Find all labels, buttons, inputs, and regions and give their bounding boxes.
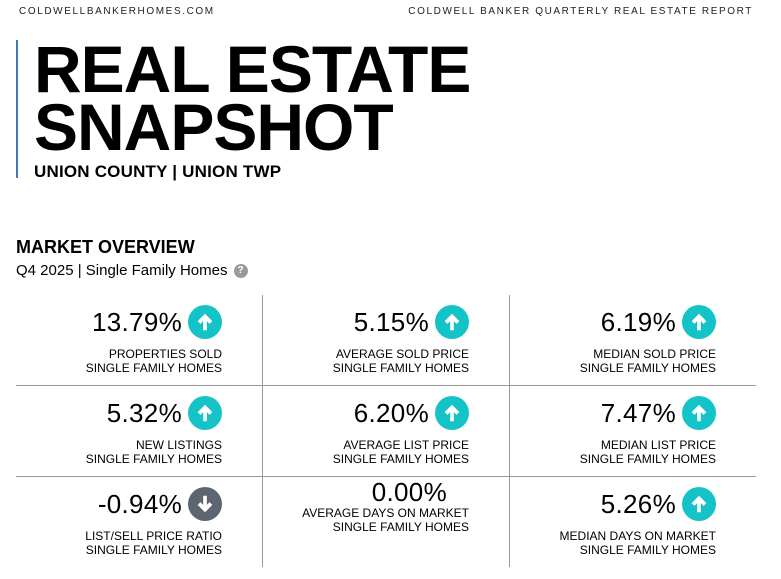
period-subheading: Q4 2025 | Single Family Homes ? bbox=[16, 262, 248, 279]
metric-labels: PROPERTIES SOLD SINGLE FAMILY HOMES bbox=[86, 347, 222, 375]
page-title-line-2: SNAPSHOT bbox=[34, 90, 394, 164]
grid-divider bbox=[16, 385, 756, 386]
metric-label: PROPERTIES SOLD bbox=[108, 347, 222, 361]
metric-label: AVERAGE SOLD PRICE bbox=[335, 347, 469, 361]
metric-value-row: 5.32% bbox=[107, 396, 222, 430]
metric-labels: MEDIAN DAYS ON MARKET SINGLE FAMILY HOMES bbox=[560, 529, 716, 557]
grid-divider bbox=[16, 476, 756, 477]
arrow-up-icon bbox=[435, 396, 469, 430]
metric-sublabel: SINGLE FAMILY HOMES bbox=[332, 520, 469, 534]
metric-sublabel: SINGLE FAMILY HOMES bbox=[332, 452, 469, 466]
metric-sublabel: SINGLE FAMILY HOMES bbox=[85, 452, 222, 466]
metric-label: MEDIAN SOLD PRICE bbox=[593, 347, 716, 361]
metric-value-row: 5.15% bbox=[354, 305, 469, 339]
metric-label: LIST/SELL PRICE RATIO bbox=[85, 529, 222, 543]
arrow-up-icon bbox=[188, 305, 222, 339]
arrow-up-icon bbox=[682, 305, 716, 339]
arrow-up-icon bbox=[682, 396, 716, 430]
metric-label: MEDIAN DAYS ON MARKET bbox=[559, 529, 716, 543]
metric-value-row: 6.19% bbox=[601, 305, 716, 339]
grid-divider bbox=[509, 295, 510, 567]
title-block: REAL ESTATE SNAPSHOT UNION COUNTY | UNIO… bbox=[16, 32, 471, 181]
metric-labels: NEW LISTINGS SINGLE FAMILY HOMES bbox=[86, 438, 222, 466]
question-circle-icon[interactable]: ? bbox=[233, 263, 248, 278]
metric-card: 7.47% MEDIAN LIST PRICE SINGLE FAMILY HOME… bbox=[510, 386, 756, 476]
metric-sublabel: SINGLE FAMILY HOMES bbox=[85, 543, 222, 557]
metric-card: -0.94% LIST/SELL PRICE RATIO SINGLE FAMILY… bbox=[16, 477, 262, 567]
metric-value-row: 5.26% bbox=[601, 487, 716, 521]
metric-sublabel: SINGLE FAMILY HOMES bbox=[85, 361, 222, 375]
metric-card: 6.20% AVERAGE LIST PRICE SINGLE FAMILY HOM… bbox=[263, 386, 509, 476]
metric-sublabel: SINGLE FAMILY HOMES bbox=[332, 361, 469, 375]
metric-value: -0.94% bbox=[97, 489, 182, 519]
metrics-grid: 13.79% PROPERTIES SOLD SINGLE FAMILY HOMES… bbox=[16, 295, 756, 567]
metric-value-row: 7.47% bbox=[601, 396, 716, 430]
metric-value: 6.19% bbox=[600, 307, 676, 337]
metric-label: MEDIAN LIST PRICE bbox=[600, 438, 716, 452]
metric-value: 6.20% bbox=[353, 398, 429, 428]
metric-card: 13.79% PROPERTIES SOLD SINGLE FAMILY HOMES bbox=[16, 295, 262, 385]
site-url: COLDWELLBANKERHOMES.COM bbox=[19, 6, 215, 17]
metric-label: NEW LISTINGS bbox=[135, 438, 222, 452]
section-heading: MARKET OVERVIEW bbox=[16, 237, 195, 257]
arrow-up-icon bbox=[188, 396, 222, 430]
grid-divider bbox=[262, 295, 263, 567]
metric-value-row: 6.20% bbox=[354, 396, 469, 430]
metric-sublabel: SINGLE FAMILY HOMES bbox=[579, 361, 716, 375]
report-title: COLDWELL BANKER QUARTERLY REAL ESTATE RE… bbox=[408, 6, 753, 17]
location-subtitle: UNION COUNTY | UNION TWP bbox=[34, 162, 282, 181]
metric-labels: AVERAGE DAYS ON MARKET SINGLE FAMILY HOME… bbox=[302, 506, 469, 534]
arrow-up-icon bbox=[435, 305, 469, 339]
metric-value: 5.26% bbox=[600, 489, 676, 519]
metric-card: 5.15% AVERAGE SOLD PRICE SINGLE FAMILY HOM… bbox=[263, 295, 509, 385]
metric-card: 5.32% NEW LISTINGS SINGLE FAMILY HOMES bbox=[16, 386, 262, 476]
metric-card: 6.19% MEDIAN SOLD PRICE SINGLE FAMILY HOME… bbox=[510, 295, 756, 385]
metric-value-row: 0.00% bbox=[372, 475, 453, 509]
metric-sublabel: SINGLE FAMILY HOMES bbox=[579, 452, 716, 466]
metric-value: 5.15% bbox=[353, 307, 429, 337]
metric-label: AVERAGE DAYS ON MARKET bbox=[302, 506, 469, 520]
page-title-line-1: REAL ESTATE bbox=[34, 32, 471, 106]
metric-value: 7.47% bbox=[600, 398, 676, 428]
period-label: Q4 2025 | Single Family Homes bbox=[16, 262, 228, 279]
metric-sublabel: SINGLE FAMILY HOMES bbox=[579, 543, 716, 557]
metric-card: 5.26% MEDIAN DAYS ON MARKET SINGLE FAMILY … bbox=[510, 477, 756, 567]
metric-value-row: -0.94% bbox=[98, 487, 222, 521]
metric-label: AVERAGE LIST PRICE bbox=[343, 438, 469, 452]
metric-value: 0.00% bbox=[371, 477, 447, 507]
metric-labels: AVERAGE LIST PRICE SINGLE FAMILY HOMES bbox=[333, 438, 469, 466]
metric-value-row: 13.79% bbox=[92, 305, 222, 339]
metric-card: 0.00% AVERAGE DAYS ON MARKET SINGLE FAMILY… bbox=[263, 477, 509, 567]
metric-value: 5.32% bbox=[106, 398, 182, 428]
arrow-up-icon bbox=[682, 487, 716, 521]
metric-labels: AVERAGE SOLD PRICE SINGLE FAMILY HOMES bbox=[333, 347, 469, 375]
metric-value: 13.79% bbox=[92, 307, 182, 337]
metric-labels: MEDIAN SOLD PRICE SINGLE FAMILY HOMES bbox=[580, 347, 716, 375]
arrow-down-icon bbox=[188, 487, 222, 521]
metric-labels: LIST/SELL PRICE RATIO SINGLE FAMILY HOMES bbox=[85, 529, 222, 557]
metric-labels: MEDIAN LIST PRICE SINGLE FAMILY HOMES bbox=[580, 438, 716, 466]
